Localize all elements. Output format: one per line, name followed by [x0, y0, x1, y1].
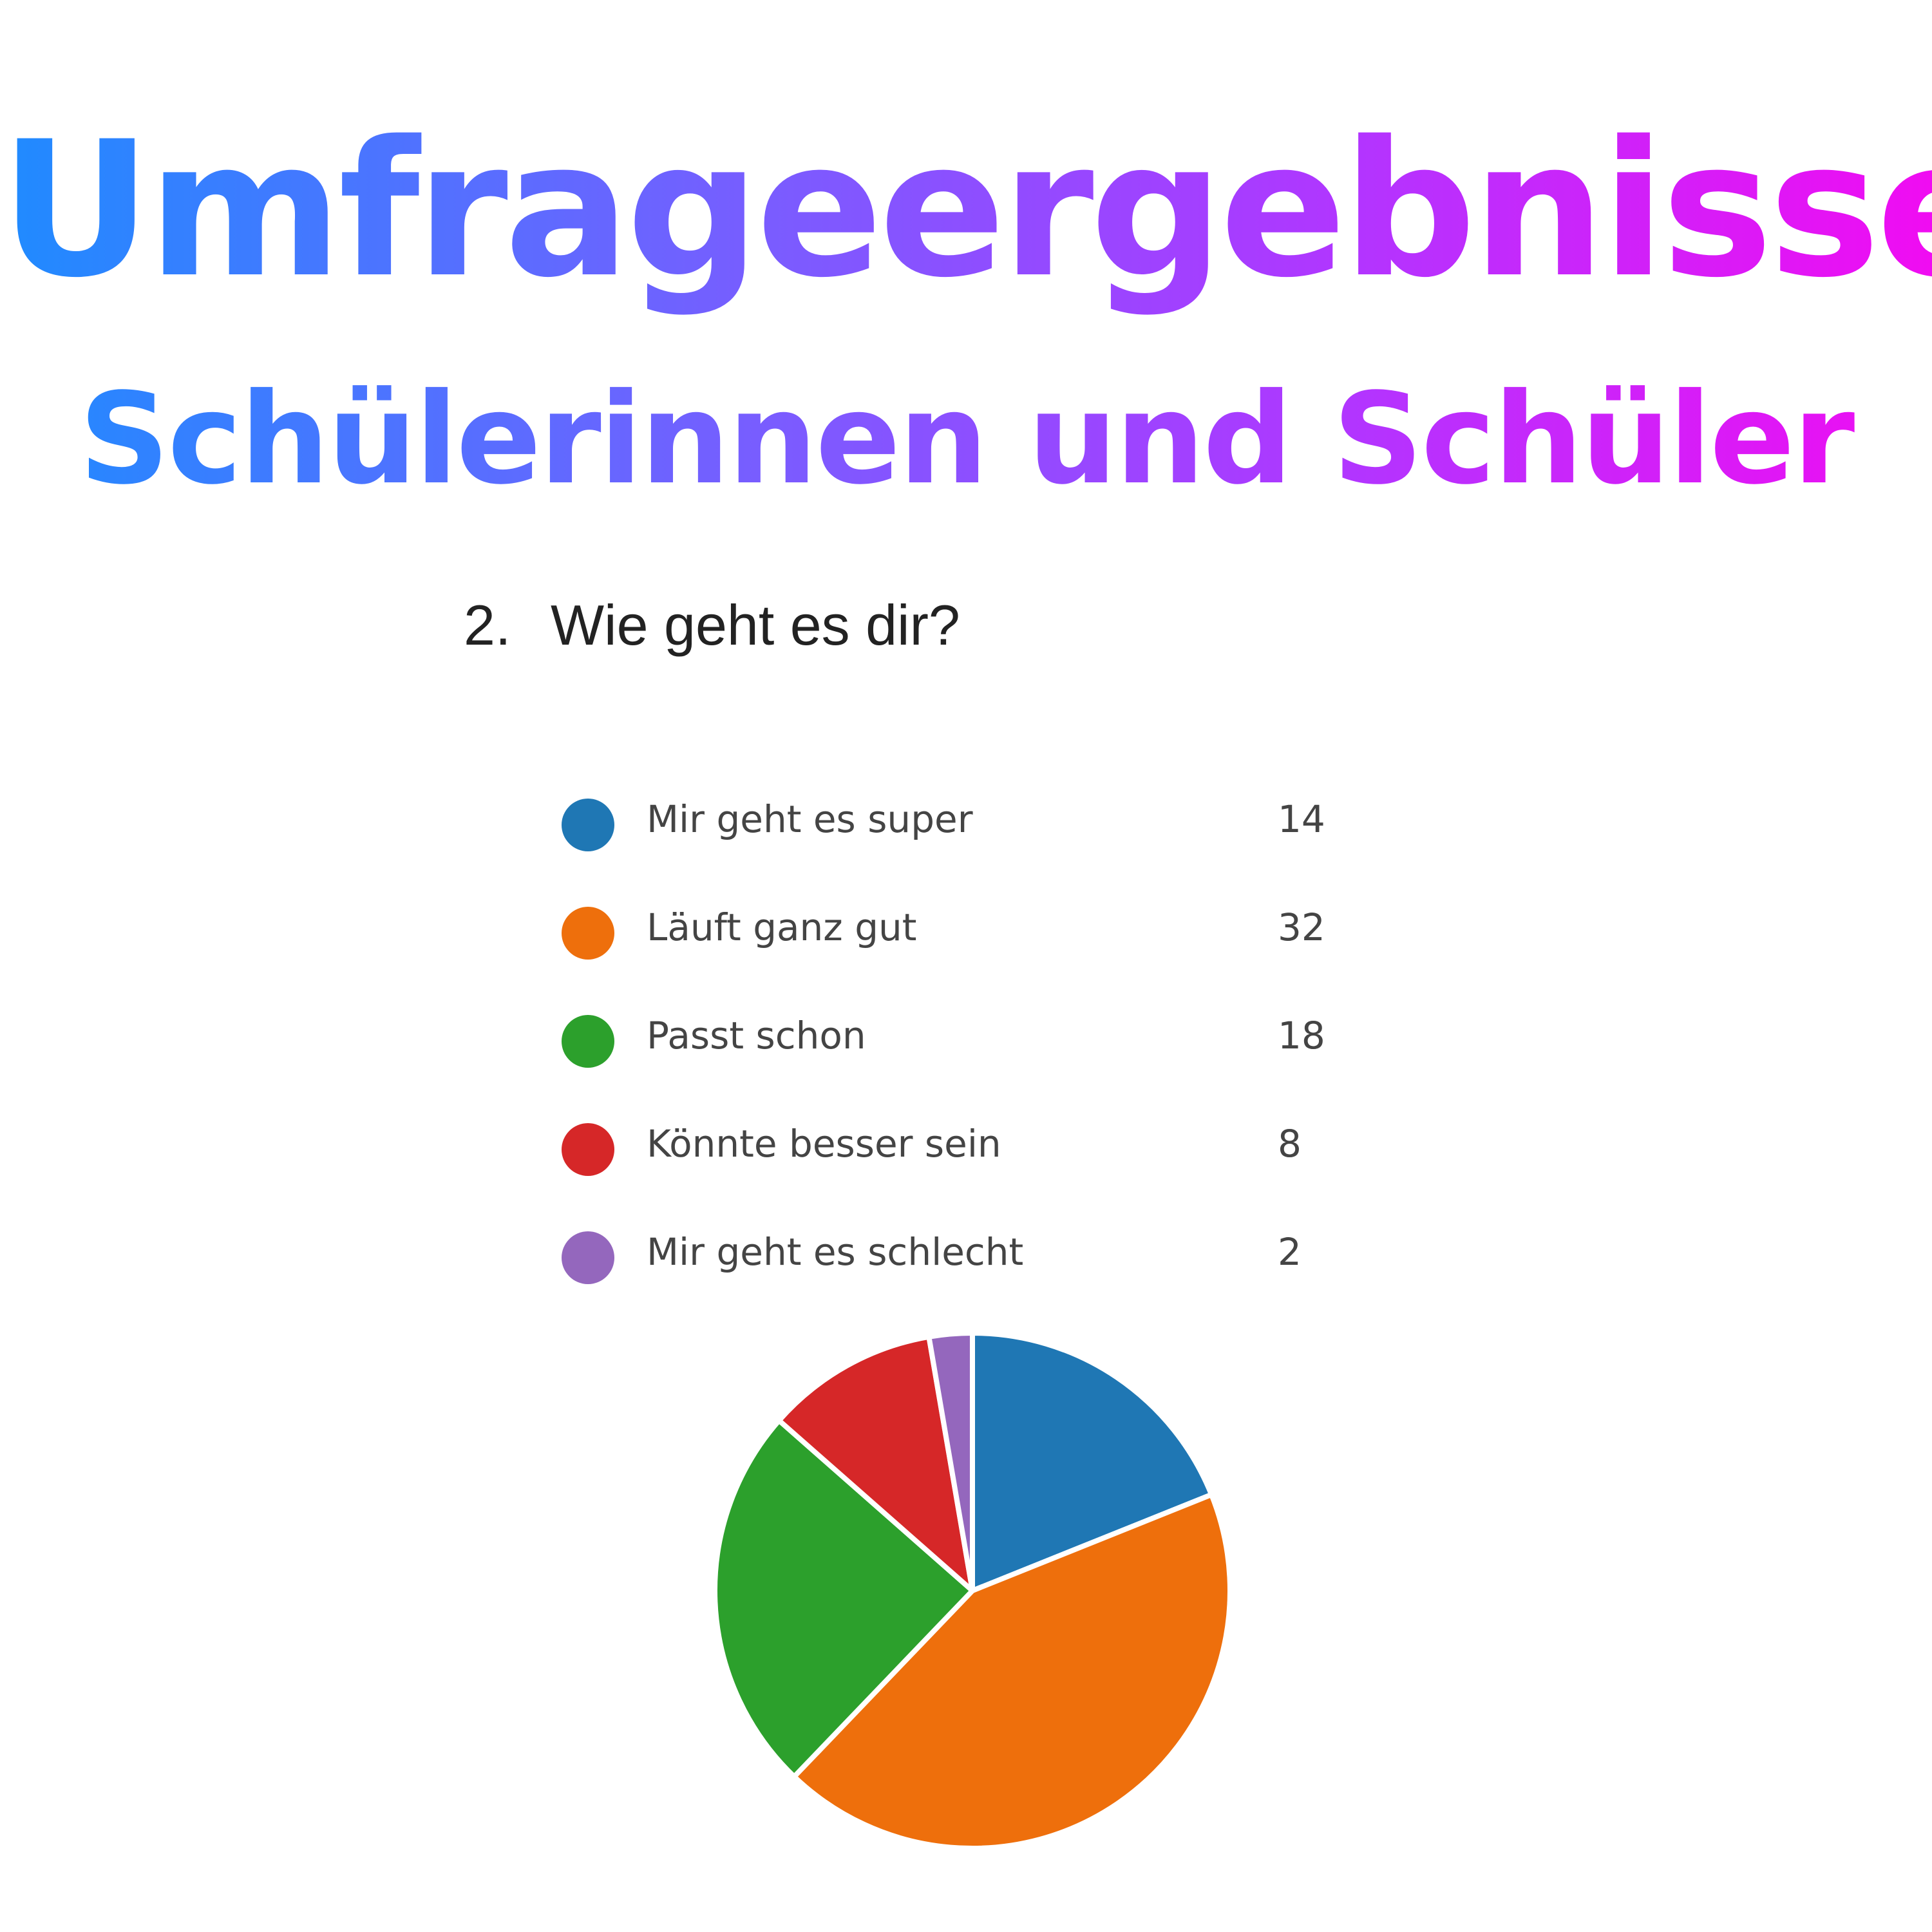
pie-slice-passt-schon [712, 1417, 975, 1779]
legend-item-ganz-gut: Läuft ganz gut 32 [562, 894, 1399, 965]
legend-label: Mir geht es schlecht [647, 1230, 1024, 1274]
legend-item-schlecht: Mir geht es schlecht 2 [562, 1218, 1399, 1289]
legend-count: 14 [1278, 797, 1325, 841]
legend-count: 2 [1278, 1230, 1302, 1274]
pie-chart [712, 1331, 1233, 1851]
legend-swatch [562, 799, 614, 851]
pie-slice-schlecht [926, 1331, 975, 1593]
legend-swatch [562, 907, 614, 960]
pie-slice-besser-sein [776, 1334, 975, 1593]
legend-count: 32 [1278, 905, 1325, 949]
page-title: Umfrageergebnisse [0, 102, 1932, 319]
legend-count: 8 [1278, 1122, 1302, 1166]
legend-label: Mir geht es super [647, 797, 973, 841]
question-text: Wie geht es dir? [551, 593, 960, 657]
page-subtitle: Schülerinnen und Schüler [0, 366, 1932, 511]
legend-item-super: Mir geht es super 14 [562, 786, 1399, 857]
legend-swatch [562, 1015, 614, 1068]
legend-swatch [562, 1123, 614, 1176]
question-heading: 2. Wie geht es dir? [464, 592, 960, 658]
legend-label: Läuft ganz gut [647, 905, 917, 949]
legend-label: Könnte besser sein [647, 1122, 1001, 1166]
legend-swatch [562, 1231, 614, 1284]
legend-item-passt-schon: Passt schon 18 [562, 1002, 1399, 1073]
pie-slice-super [970, 1331, 1215, 1593]
legend-item-besser-sein: Könnte besser sein 8 [562, 1110, 1399, 1181]
question-number: 2. [464, 593, 511, 657]
legend-label: Passt schon [647, 1014, 866, 1057]
pie-slice-ganz-gut [791, 1492, 1233, 1851]
legend-count: 18 [1278, 1014, 1325, 1057]
